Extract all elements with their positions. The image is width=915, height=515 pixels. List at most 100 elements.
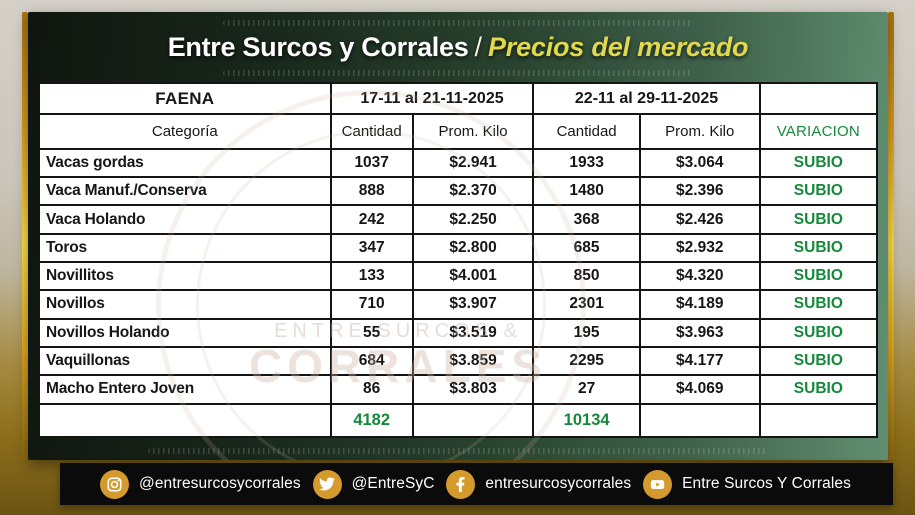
column-header-avg1: Prom. Kilo [411,113,535,150]
cell-avg2: $4.189 [638,289,761,320]
cell-qty2: 2295 [532,345,641,377]
table-row: Vaquillonas 684 $3.859 2295 $4.177 SUBIO [38,345,879,377]
cell-avg1: $2.370 [411,176,535,207]
social-item-facebook: entresurcosycorrales [446,469,632,499]
youtube-handle: Entre Surcos Y Corrales [682,475,851,492]
cell-variation: SUBIO [758,204,879,235]
total-qty2: 10134 [532,402,641,439]
column-header-qty2: Cantidad [532,113,641,150]
total-qty1: 4182 [329,402,414,439]
cell-avg1: $2.941 [411,147,535,179]
cell-avg1: $3.803 [411,374,535,405]
table-row: Vaca Manuf./Conserva 888 $2.370 1480 $2.… [38,176,879,207]
cell-variation: SUBIO [758,176,879,207]
cell-variation: SUBIO [758,345,879,377]
cell-qty1: 684 [329,345,414,377]
cell-avg2: $4.177 [638,345,761,377]
brand-title: Entre Surcos y Corrales [167,32,469,62]
totals-empty-avg2 [638,402,761,439]
cell-avg1: $3.519 [411,317,535,348]
cell-category: Novillos Holando [38,317,332,348]
twitter-icon [312,469,342,499]
market-table-wrap: FAENA 17-11 al 21-11-2025 22-11 al 29-11… [38,81,879,439]
empty-header-cell [758,81,879,116]
title-separator: / [474,32,482,62]
cell-avg1: $2.250 [411,204,535,235]
table-row: Vaca Holando 242 $2.250 368 $2.426 SUBIO [38,204,879,235]
halftone-dots-bottom [148,448,768,454]
cell-variation: SUBIO [758,147,879,179]
cell-category: Vacas gordas [38,147,332,179]
table-row: Novillos Holando 55 $3.519 195 $3.963 SU… [38,317,879,348]
cell-qty2: 1933 [532,147,641,179]
facebook-icon [446,469,476,499]
column-header-category: Categoría [38,113,332,150]
table-row: Toros 347 $2.800 685 $2.932 SUBIO [38,232,879,263]
cell-category: Novillos [38,289,332,320]
social-footer-bar: @entresurcosycorrales @EntreSyC entresur… [60,463,893,505]
totals-row: 4182 10134 [38,402,879,439]
halftone-dots-top [223,20,693,26]
faena-header: FAENA [38,81,332,116]
cell-qty2: 368 [532,204,641,235]
cell-qty1: 242 [329,204,414,235]
cell-qty1: 1037 [329,147,414,179]
cell-category: Vaca Manuf./Conserva [38,176,332,207]
totals-empty-variation [758,402,879,439]
cell-qty1: 710 [329,289,414,320]
cell-avg2: $4.069 [638,374,761,405]
twitter-handle: @EntreSyC [351,475,435,492]
cell-variation: SUBIO [758,374,879,405]
cell-avg1: $3.859 [411,345,535,377]
cell-qty1: 86 [329,374,414,405]
table-column-header-row: Categoría Cantidad Prom. Kilo Cantidad P… [38,113,879,150]
cell-avg1: $3.907 [411,289,535,320]
cell-qty2: 2301 [532,289,641,320]
cell-qty2: 850 [532,260,641,292]
youtube-icon [643,469,673,499]
cell-avg2: $3.963 [638,317,761,348]
cell-variation: SUBIO [758,232,879,263]
gold-stripe-left [22,12,28,460]
cell-avg1: $2.800 [411,232,535,263]
cell-qty2: 195 [532,317,641,348]
cell-avg2: $3.064 [638,147,761,179]
cell-qty2: 685 [532,232,641,263]
cell-variation: SUBIO [758,289,879,320]
halftone-dots-under-title [223,70,693,76]
social-item-twitter: @EntreSyC [312,469,435,499]
cell-qty2: 1480 [532,176,641,207]
gold-stripe-right [888,12,894,460]
facebook-handle: entresurcosycorrales [485,475,632,492]
period1-header: 17-11 al 21-11-2025 [329,81,535,116]
table-row: Vacas gordas 1037 $2.941 1933 $3.064 SUB… [38,147,879,179]
cell-qty1: 888 [329,176,414,207]
table-group-header-row: FAENA 17-11 al 21-11-2025 22-11 al 29-11… [38,81,879,116]
cell-qty2: 27 [532,374,641,405]
social-item-instagram: @entresurcosycorrales [100,469,301,499]
cell-avg1: $4.001 [411,260,535,292]
cell-variation: SUBIO [758,260,879,292]
table-row: Macho Entero Joven 86 $3.803 27 $4.069 S… [38,374,879,405]
cell-avg2: $2.932 [638,232,761,263]
totals-empty-category [38,402,332,439]
column-header-variation: VARIACION [758,113,879,150]
column-header-avg2: Prom. Kilo [638,113,761,150]
cell-avg2: $2.426 [638,204,761,235]
title-subtitle: Precios del mercado [487,32,749,62]
table-row: Novillos 710 $3.907 2301 $4.189 SUBIO [38,289,879,320]
market-table: FAENA 17-11 al 21-11-2025 22-11 al 29-11… [38,81,879,439]
cell-category: Toros [38,232,332,263]
totals-empty-avg1 [411,402,535,439]
cell-category: Vaquillonas [38,345,332,377]
cell-category: Vaca Holando [38,204,332,235]
cell-category: Macho Entero Joven [38,374,332,405]
social-item-youtube: Entre Surcos Y Corrales [643,469,851,499]
instagram-icon [100,469,129,499]
cell-avg2: $4.320 [638,260,761,292]
cell-qty1: 347 [329,232,414,263]
cell-avg2: $2.396 [638,176,761,207]
cell-variation: SUBIO [758,317,879,348]
cell-qty1: 133 [329,260,414,292]
